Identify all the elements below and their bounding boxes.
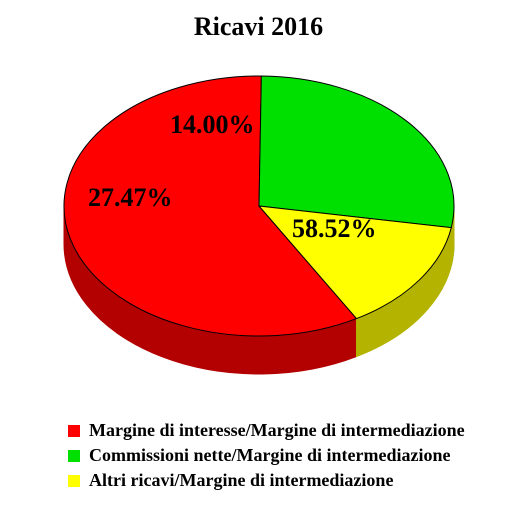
legend-label: Altri ricavi/Margine di intermediazione [89,470,393,491]
legend-label: Margine di interesse/Margine di intermed… [89,420,465,441]
pie-chart [49,58,469,383]
legend-item-commissioni: Commissioni nette/Margine di intermediaz… [68,445,465,466]
legend-bullet-icon [68,425,80,437]
legend-label: Commissioni nette/Margine di intermediaz… [89,445,450,466]
legend-item-margine: Margine di interesse/Margine di intermed… [68,420,465,441]
legend-item-altri: Altri ricavi/Margine di intermediazione [68,470,465,491]
slice-label-altri: 14.00% [170,110,255,140]
slice-label-commissioni: 27.47% [88,183,173,213]
slice-label-margine: 58.52% [292,214,377,244]
legend: Margine di interesse/Margine di intermed… [68,416,465,495]
legend-bullet-icon [68,475,80,487]
legend-bullet-icon [68,450,80,462]
page-title: Ricavi 2016 [0,12,517,42]
